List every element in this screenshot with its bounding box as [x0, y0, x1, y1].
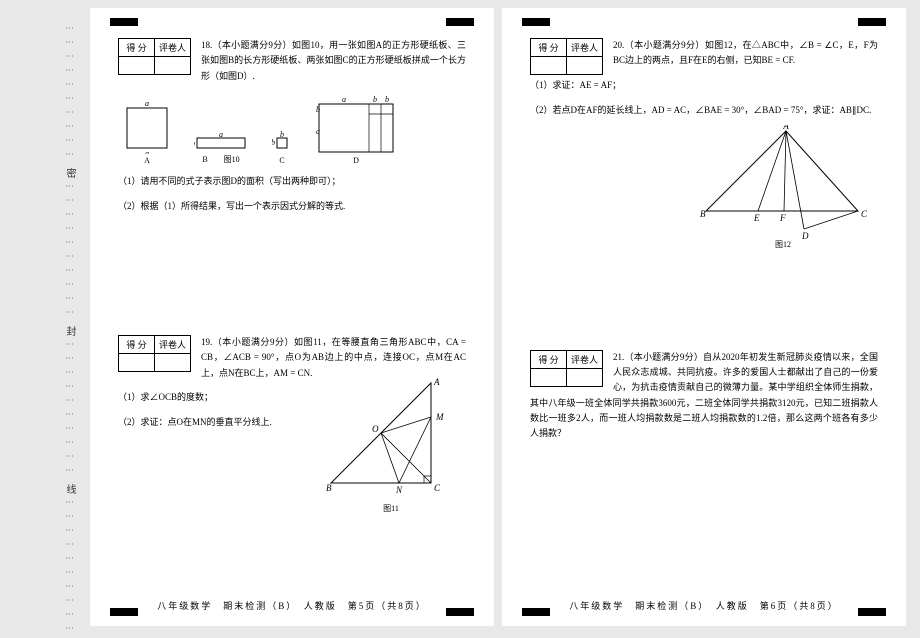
- score-header-score: 得 分: [531, 350, 567, 368]
- grader-cell: [155, 354, 191, 372]
- q20-sub1: （1）求证：AE = AF；: [530, 77, 878, 94]
- svg-text:a: a: [342, 95, 346, 104]
- svg-text:C: C: [861, 209, 868, 219]
- figure-B: a b B 图10: [194, 132, 248, 165]
- q18-figures: a a A a b B 图10 b: [124, 94, 466, 165]
- svg-text:C: C: [434, 483, 441, 493]
- binding-margin: ⋮⋮⋮⋮⋮⋮⋮⋮⋮⋮ 密 ⋮⋮⋮⋮⋮⋮⋮⋮⋮⋮ 封 ⋮⋮⋮⋮⋮⋮⋮⋮⋮⋮ 线 ⋮…: [62, 20, 76, 614]
- question-20: 得 分 评卷人 20.（本小题满分9分）如图12，在△ABC中，∠B = ∠C，…: [530, 38, 878, 250]
- grader-cell: [567, 57, 603, 75]
- figure-A: a a A: [124, 98, 170, 165]
- svg-text:M: M: [435, 412, 444, 422]
- page-left: 得 分 评卷人 18.（本小题满分9分）如图10，用一张如图A的正方形硬纸板、三…: [90, 8, 494, 626]
- figure-D: a b b a b D: [316, 94, 396, 165]
- label-a: a: [145, 149, 149, 154]
- score-box: 得 分 评卷人: [530, 38, 603, 75]
- svg-text:B: B: [700, 209, 706, 219]
- score-cell: [119, 354, 155, 372]
- bind-dots: ⋮⋮⋮⋮⋮⋮⋮⋮⋮⋮: [65, 340, 73, 480]
- svg-text:b: b: [373, 95, 377, 104]
- label-a: a: [145, 99, 149, 108]
- crop-mark: [858, 18, 886, 26]
- question-21: 得 分 评卷人 21.（本小题满分9分）自从2020年初发生新冠肺炎疫情以来，全…: [530, 350, 878, 442]
- svg-text:B: B: [326, 483, 332, 493]
- figcap-11: 图11: [326, 503, 456, 514]
- figcap-B: B: [202, 155, 207, 164]
- figcap-A: A: [124, 156, 170, 165]
- svg-text:A: A: [433, 377, 440, 387]
- q18-sub1: （1）请用不同的式子表示图D的面积（写出两种即可）；: [118, 173, 466, 190]
- svg-text:F: F: [779, 213, 786, 223]
- svg-text:b: b: [316, 105, 320, 114]
- crop-mark: [522, 18, 550, 26]
- bind-dots: ⋮⋮⋮⋮⋮⋮⋮⋮⋮⋮: [65, 498, 73, 638]
- svg-text:E: E: [753, 213, 760, 223]
- label-a: a: [219, 132, 223, 139]
- score-header-grader: 评卷人: [155, 336, 191, 354]
- svg-text:A: A: [782, 125, 789, 131]
- footer-left: 八年级数学 期末检测（B） 人教版 第5页（共8页）: [90, 599, 494, 612]
- score-header-grader: 评卷人: [567, 350, 603, 368]
- score-box: 得 分 评卷人: [530, 350, 603, 387]
- q20-sub2: （2）若点D在AF的延长线上，AD = AC，∠BAE = 30°，∠BAD =…: [530, 102, 878, 119]
- crop-mark: [446, 18, 474, 26]
- score-header-score: 得 分: [119, 39, 155, 57]
- svg-text:N: N: [395, 485, 403, 495]
- page-right: 得 分 评卷人 20.（本小题满分9分）如图12，在△ABC中，∠B = ∠C，…: [502, 8, 906, 626]
- score-cell: [119, 57, 155, 75]
- figure-C: b b C: [272, 130, 292, 165]
- label-b: b: [280, 130, 284, 139]
- score-box: 得 分 评卷人: [118, 335, 191, 372]
- figcap-10: 图10: [224, 155, 240, 164]
- footer-right: 八年级数学 期末检测（B） 人教版 第6页（共8页）: [502, 599, 906, 612]
- svg-text:b: b: [385, 95, 389, 104]
- q18-sub2: （2）根据（1）所得结果，写出一个表示因式分解的等式.: [118, 198, 466, 215]
- grader-cell: [567, 368, 603, 386]
- question-19: 得 分 评卷人 19.（本小题满分9分）如图11，在等腰直角三角形ABC中，CA…: [118, 335, 466, 514]
- score-cell: [531, 368, 567, 386]
- crop-mark: [110, 18, 138, 26]
- bind-dots: ⋮⋮⋮⋮⋮⋮⋮⋮⋮⋮: [65, 182, 73, 322]
- figure-12: A B E F C D 图12: [698, 125, 868, 250]
- figcap-12: 图12: [698, 239, 868, 250]
- svg-text:O: O: [372, 424, 379, 434]
- score-header-grader: 评卷人: [155, 39, 191, 57]
- label-b: b: [194, 139, 195, 148]
- bind-char-1: 密: [62, 168, 77, 178]
- score-cell: [531, 57, 567, 75]
- figcap-C: C: [272, 156, 292, 165]
- svg-text:D: D: [801, 231, 809, 241]
- question-18: 得 分 评卷人 18.（本小题满分9分）如图10，用一张如图A的正方形硬纸板、三…: [118, 38, 466, 215]
- figcap-D: D: [316, 156, 396, 165]
- bind-char-3: 线: [62, 484, 77, 494]
- figure-11: A B C O M N 图11: [326, 371, 456, 514]
- bind-char-2: 封: [62, 326, 77, 336]
- score-header-score: 得 分: [119, 336, 155, 354]
- score-header-grader: 评卷人: [567, 39, 603, 57]
- svg-text:a: a: [316, 127, 320, 136]
- bind-dots: ⋮⋮⋮⋮⋮⋮⋮⋮⋮⋮: [65, 24, 73, 164]
- score-header-score: 得 分: [531, 39, 567, 57]
- score-box: 得 分 评卷人: [118, 38, 191, 75]
- label-b: b: [272, 138, 275, 147]
- grader-cell: [155, 57, 191, 75]
